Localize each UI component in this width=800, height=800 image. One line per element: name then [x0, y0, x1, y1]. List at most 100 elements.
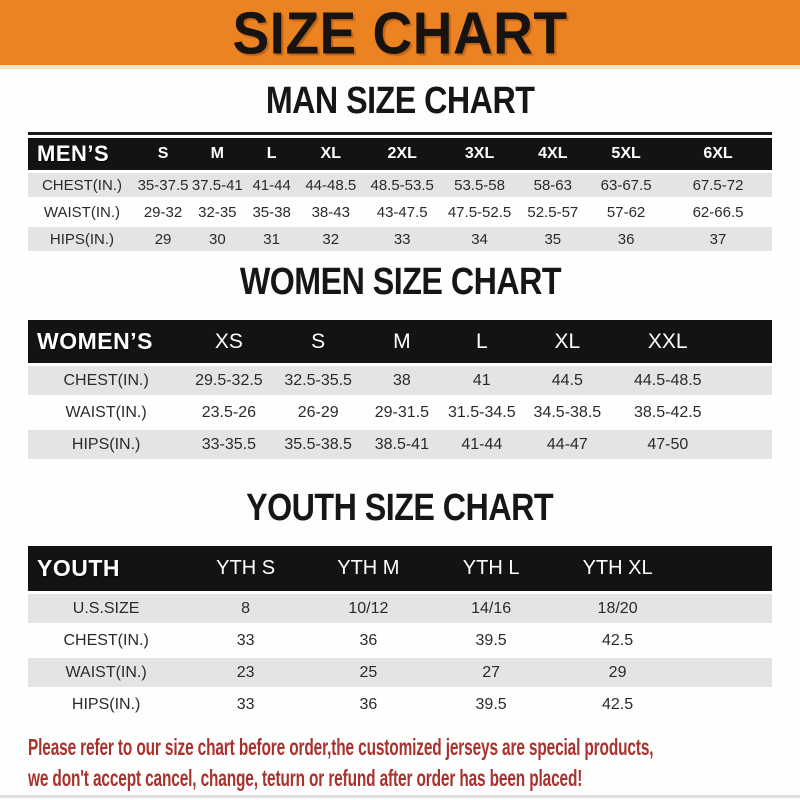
filler-cell [682, 594, 772, 623]
size-cell: 34 [441, 227, 518, 251]
size-cell: 44-47 [522, 430, 612, 459]
size-cell: 10/12 [306, 594, 430, 623]
men-col-header: S [135, 138, 191, 170]
row-label: U.S.SIZE [28, 594, 185, 623]
women-hips-row: HIPS(IN.) 33-35.5 35.5-38.5 38.5-41 41-4… [28, 430, 772, 459]
bottom-edge-line [0, 795, 800, 798]
size-cell: 44.5 [522, 366, 612, 395]
men-col-header: 6XL [664, 138, 772, 170]
youth-section-heading: YOUTH SIZE CHART [0, 486, 800, 531]
row-label: HIPS(IN.) [71, 695, 141, 713]
size-cell: 30 [190, 227, 245, 251]
youth-hips-row: HIPS(IN.) 33 36 39.5 42.5 [28, 690, 772, 719]
women-section-heading: WOMEN SIZE CHART [0, 260, 800, 305]
youth-header-row: YOUTH YTH S YTH M YTH L YTH XL [28, 546, 772, 591]
size-cell: 29-31.5 [374, 403, 429, 421]
women-header-row: WOMEN’S XS S M L XL XXL [28, 320, 772, 363]
youth-waist-row: WAIST(IN.) 23 25 27 29 [28, 658, 772, 687]
youth-size-table: YOUTH YTH S YTH M YTH L YTH XL U.S.SIZE … [28, 543, 772, 722]
men-table-label: MEN’S [28, 138, 136, 170]
row-label: WAIST(IN.) [43, 203, 120, 221]
men-heading-text: MAN SIZE CHART [265, 79, 535, 122]
youth-ussize-row: U.S.SIZE 8 10/12 14/16 18/20 [28, 594, 772, 623]
size-cell: 42.5 [602, 631, 634, 649]
size-cell: 36 [359, 695, 378, 713]
size-cell: 37.5-41 [190, 173, 245, 197]
row-label: CHEST(IN.) [28, 366, 185, 395]
men-col-header: XL [298, 138, 363, 170]
size-cell: 39.5 [475, 631, 507, 649]
size-cell: 47.5-52.5 [447, 203, 512, 221]
women-col-header: XXL [611, 320, 724, 363]
size-cell: 52.5-57 [527, 203, 579, 221]
women-col-header: M [362, 320, 441, 363]
filler-cell [723, 430, 772, 459]
size-cell: 18/20 [552, 594, 683, 623]
men-waist-row: WAIST(IN.) 29-32 32-35 35-38 38-43 43-47… [28, 200, 772, 224]
size-cell: 58-63 [517, 173, 589, 197]
row-label: WAIST(IN.) [28, 658, 185, 687]
filler-cell [723, 366, 772, 395]
women-table-label: WOMEN’S [28, 320, 185, 363]
row-label: WAIST(IN.) [65, 403, 147, 421]
size-cell: 38-43 [311, 203, 350, 221]
size-cell: 35-38 [252, 203, 291, 221]
women-col-header: L [440, 320, 523, 363]
men-col-header: M [190, 138, 245, 170]
youth-chest-row: CHEST(IN.) 33 36 39.5 42.5 [28, 626, 772, 655]
filler-cell [723, 320, 772, 363]
size-cell: 44-48.5 [298, 173, 363, 197]
size-cell: 41-44 [244, 173, 299, 197]
filler-cell [682, 658, 772, 687]
size-cell: 41 [440, 366, 523, 395]
size-cell: 33 [362, 227, 442, 251]
size-cell: 38.5-42.5 [633, 403, 702, 421]
youth-table-label: YOUTH [28, 546, 185, 591]
size-cell: 27 [429, 658, 553, 687]
size-cell: 35 [517, 227, 589, 251]
men-col-header: 4XL [517, 138, 589, 170]
size-cell: 57-62 [606, 203, 646, 221]
size-cell: 31.5-34.5 [448, 403, 516, 421]
men-col-header: 5XL [588, 138, 665, 170]
size-cell: 29-32 [143, 203, 183, 221]
women-col-header: S [273, 320, 363, 363]
filler-cell [683, 626, 772, 655]
men-size-table: MEN’S S M L XL 2XL 3XL 4XL 5XL 6XL CHEST… [28, 135, 772, 254]
size-cell: 42.5 [602, 695, 634, 713]
size-cell: 33 [236, 695, 255, 713]
size-cell: 25 [306, 658, 430, 687]
size-cell: 38 [362, 366, 441, 395]
size-cell: 29.5-32.5 [184, 366, 274, 395]
size-cell: 47-50 [611, 430, 724, 459]
size-cell: 62-66.5 [692, 203, 744, 221]
size-cell: 31 [244, 227, 299, 251]
size-cell: 33 [236, 631, 255, 649]
size-cell: 48.5-53.5 [362, 173, 442, 197]
size-cell: 29 [135, 227, 191, 251]
men-hips-row: HIPS(IN.) 29 30 31 32 33 34 35 36 37 [28, 227, 772, 251]
row-label: HIPS(IN.) [28, 227, 136, 251]
size-cell: 67.5-72 [664, 173, 772, 197]
size-cell: 37 [664, 227, 772, 251]
row-label: CHEST(IN.) [28, 173, 136, 197]
men-col-header: 2XL [362, 138, 442, 170]
filler-cell [724, 398, 772, 427]
banner: SIZE CHART [0, 0, 800, 69]
youth-heading-text: YOUTH SIZE CHART [246, 486, 554, 529]
footer-line-2: we don't accept cancel, change, teturn o… [28, 765, 583, 791]
size-cell: 8 [184, 594, 307, 623]
size-cell: 43-47.5 [376, 203, 428, 221]
men-table-topline [28, 132, 772, 135]
women-col-header: XS [184, 320, 274, 363]
size-cell: 29 [552, 658, 683, 687]
size-cell: 26-29 [297, 403, 339, 421]
size-cell: 32 [298, 227, 363, 251]
size-cell: 36 [359, 631, 378, 649]
men-col-header: L [244, 138, 299, 170]
men-header-row: MEN’S S M L XL 2XL 3XL 4XL 5XL 6XL [28, 138, 772, 170]
size-cell: 39.5 [475, 695, 507, 713]
size-cell: 23.5-26 [201, 403, 257, 421]
women-size-table: WOMEN’S XS S M L XL XXL CHEST(IN.) 29.5-… [28, 317, 772, 462]
